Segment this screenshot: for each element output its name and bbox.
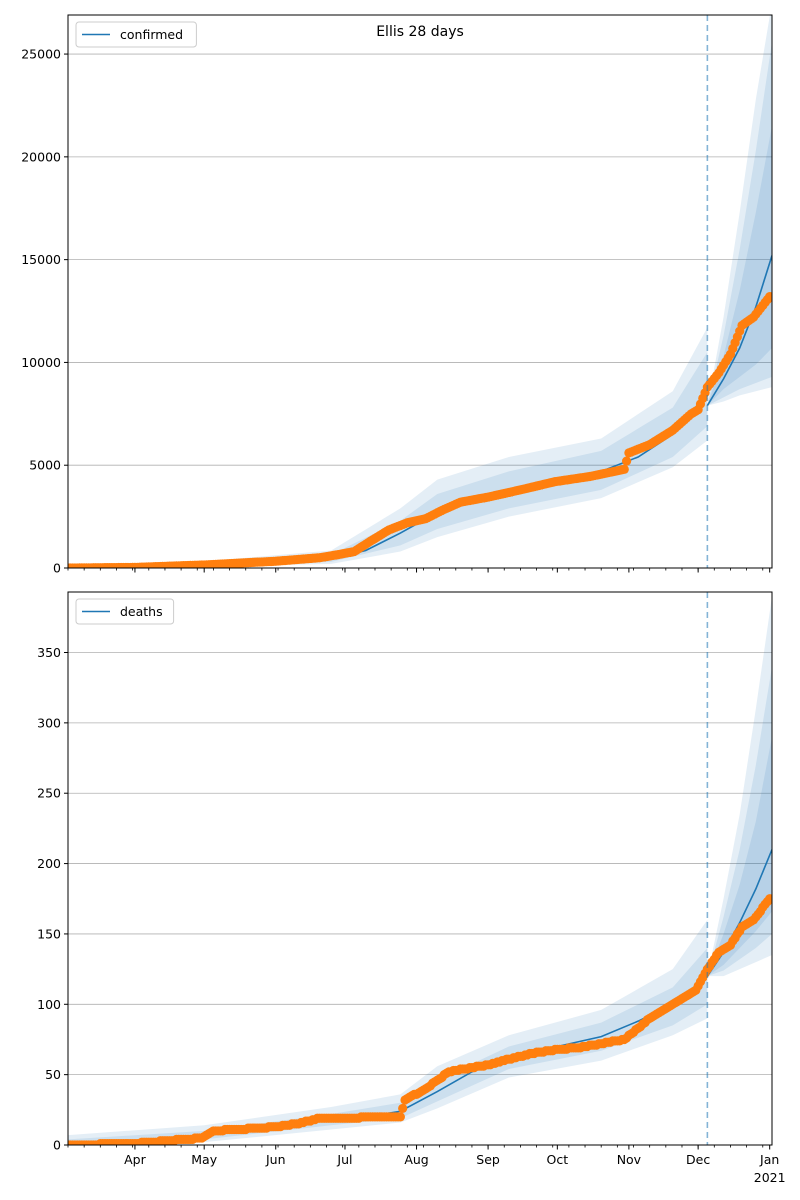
uncertainty-band	[68, 352, 708, 568]
y-tick-label: 300	[37, 715, 61, 730]
uncertainty-band	[68, 327, 708, 568]
y-tick-label: 50	[45, 1067, 61, 1082]
y-tick-label: 0	[53, 561, 61, 576]
y-tick-label: 25000	[21, 47, 61, 62]
y-tick-label: 200	[37, 856, 61, 871]
observed-point	[395, 1112, 405, 1122]
y-tick-label: 5000	[29, 458, 61, 473]
axes-frame	[67, 591, 773, 1146]
x-tick-label: Sep	[476, 1152, 500, 1167]
y-tick-label: 0	[53, 1138, 61, 1153]
uncertainty-band	[707, 126, 772, 406]
legend-box	[75, 598, 175, 625]
observed-point	[621, 456, 632, 466]
legend-label: confirmed	[120, 27, 183, 42]
legend-label: deaths	[120, 604, 163, 619]
y-tick-label: 100	[37, 997, 61, 1012]
uncertainty-band	[707, 15, 772, 406]
chart-title: Ellis 28 days	[376, 24, 464, 40]
y-tick-label: 250	[37, 786, 61, 801]
x-tick-label: Aug	[404, 1152, 428, 1167]
y-tick-label: 10000	[21, 355, 61, 370]
uncertainty-band	[68, 919, 708, 1145]
legend: deaths	[75, 598, 175, 625]
observed-point	[765, 894, 772, 904]
panel-deaths: 0 50 100 150 200 250 300 350 Apr May Jun Jul Aug Sep O…	[37, 591, 786, 1185]
x-tick-label: Apr	[124, 1152, 146, 1167]
observed-point	[765, 292, 772, 302]
legend-box	[75, 21, 197, 48]
axes-frame	[67, 14, 773, 569]
plot-area	[68, 15, 772, 568]
uncertainty-band	[707, 666, 772, 977]
x-year-label: 2021	[754, 1170, 786, 1185]
x-tick-label: Jan	[759, 1152, 779, 1167]
y-tick-label: 20000	[21, 149, 61, 164]
x-tick-label: May	[191, 1152, 217, 1167]
y-tick-label: 350	[37, 645, 61, 660]
y-tick-label: 15000	[21, 252, 61, 267]
observed-point	[619, 464, 629, 474]
plot-area	[68, 596, 772, 1145]
x-tick-label: Dec	[686, 1152, 710, 1167]
x-tick-label: Jun	[265, 1152, 286, 1167]
x-tick-label: Nov	[617, 1152, 642, 1167]
x-tick-label: Jul	[336, 1152, 352, 1167]
forecast-line	[706, 255, 772, 407]
observed-point	[398, 1103, 408, 1114]
panel-confirmed: 0 5000 10000 15000 20000 25000 confirmed	[21, 14, 773, 576]
uncertainty-band	[707, 596, 772, 977]
legend: confirmed	[75, 21, 197, 48]
x-tick-label: Oct	[547, 1152, 569, 1167]
y-tick-label: 150	[37, 926, 61, 941]
